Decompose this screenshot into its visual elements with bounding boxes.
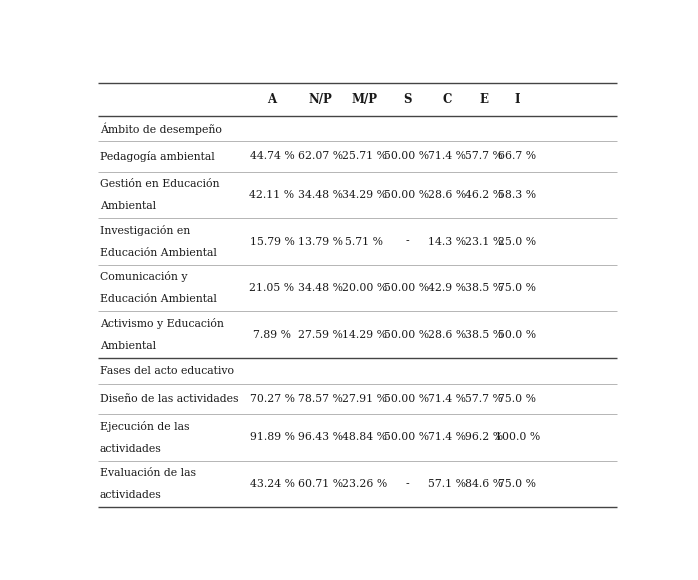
Text: 28.6 %: 28.6 %: [428, 190, 466, 200]
Text: I: I: [514, 93, 520, 106]
Text: Educación Ambiental: Educación Ambiental: [100, 248, 216, 258]
Text: 38.5 %: 38.5 %: [465, 283, 503, 293]
Text: 50.00 %: 50.00 %: [385, 330, 430, 340]
Text: 62.07 %: 62.07 %: [297, 151, 343, 161]
Text: N/P: N/P: [309, 93, 332, 106]
Text: actividades: actividades: [100, 444, 161, 454]
Text: 23.26 %: 23.26 %: [341, 479, 387, 489]
Text: 66.7 %: 66.7 %: [498, 151, 537, 161]
Text: M/P: M/P: [351, 93, 377, 106]
Text: 71.4 %: 71.4 %: [429, 151, 466, 161]
Text: 38.5 %: 38.5 %: [465, 330, 503, 340]
Text: 34.48 %: 34.48 %: [297, 283, 343, 293]
Text: 13.79 %: 13.79 %: [297, 237, 343, 246]
Text: 23.1 %: 23.1 %: [465, 237, 503, 246]
Text: 20.00 %: 20.00 %: [341, 283, 387, 293]
Text: Fases del acto educativo: Fases del acto educativo: [100, 366, 234, 376]
Text: Ambiental: Ambiental: [100, 341, 156, 351]
Text: 75.0 %: 75.0 %: [498, 479, 537, 489]
Text: Ambiental: Ambiental: [100, 201, 156, 211]
Text: Gestión en Educación: Gestión en Educación: [100, 179, 219, 188]
Text: 50.00 %: 50.00 %: [385, 394, 430, 404]
Text: 84.6 %: 84.6 %: [465, 479, 503, 489]
Text: actividades: actividades: [100, 490, 161, 500]
Text: 78.57 %: 78.57 %: [297, 394, 343, 404]
Text: 71.4 %: 71.4 %: [429, 432, 466, 443]
Text: Ejecución de las: Ejecución de las: [100, 420, 189, 432]
Text: 7.89 %: 7.89 %: [253, 330, 291, 340]
Text: 14.29 %: 14.29 %: [342, 330, 387, 340]
Text: 96.43 %: 96.43 %: [297, 432, 343, 443]
Text: 34.29 %: 34.29 %: [342, 190, 387, 200]
Text: 44.74 %: 44.74 %: [250, 151, 295, 161]
Text: Educación Ambiental: Educación Ambiental: [100, 294, 216, 304]
Text: Pedagogía ambiental: Pedagogía ambiental: [100, 151, 214, 162]
Text: 48.84 %: 48.84 %: [342, 432, 387, 443]
Text: Diseño de las actividades: Diseño de las actividades: [100, 394, 238, 404]
Text: Investigación en: Investigación en: [100, 225, 190, 236]
Text: -: -: [406, 237, 409, 246]
Text: 50.00 %: 50.00 %: [385, 283, 430, 293]
Text: 5.71 %: 5.71 %: [346, 237, 383, 246]
Text: 50.0 %: 50.0 %: [498, 330, 537, 340]
Text: 34.48 %: 34.48 %: [297, 190, 343, 200]
Text: 50.00 %: 50.00 %: [385, 151, 430, 161]
Text: 21.05 %: 21.05 %: [249, 283, 295, 293]
Text: 57.1 %: 57.1 %: [429, 479, 466, 489]
Text: 100.0 %: 100.0 %: [495, 432, 540, 443]
Text: 42.11 %: 42.11 %: [249, 190, 295, 200]
Text: 57.7 %: 57.7 %: [465, 151, 503, 161]
Text: E: E: [479, 93, 488, 106]
Text: 50.00 %: 50.00 %: [385, 432, 430, 443]
Text: 15.79 %: 15.79 %: [250, 237, 295, 246]
Text: 28.6 %: 28.6 %: [428, 330, 466, 340]
Text: Activismo y Educación: Activismo y Educación: [100, 318, 223, 329]
Text: 14.3 %: 14.3 %: [429, 237, 466, 246]
Text: 75.0 %: 75.0 %: [498, 283, 537, 293]
Text: 71.4 %: 71.4 %: [429, 394, 466, 404]
Text: -: -: [406, 479, 409, 489]
Text: 70.27 %: 70.27 %: [250, 394, 295, 404]
Text: 43.24 %: 43.24 %: [250, 479, 295, 489]
Text: 50.00 %: 50.00 %: [385, 190, 430, 200]
Text: 25.0 %: 25.0 %: [498, 237, 537, 246]
Text: A: A: [267, 93, 276, 106]
Text: Comunicación y: Comunicación y: [100, 271, 187, 282]
Text: 75.0 %: 75.0 %: [498, 394, 537, 404]
Text: 42.9 %: 42.9 %: [429, 283, 466, 293]
Text: 58.3 %: 58.3 %: [498, 190, 537, 200]
Text: Evaluación de las: Evaluación de las: [100, 467, 195, 478]
Text: 60.71 %: 60.71 %: [297, 479, 343, 489]
Text: 27.91 %: 27.91 %: [342, 394, 387, 404]
Text: Ámbito de desempeño: Ámbito de desempeño: [100, 122, 221, 135]
Text: S: S: [403, 93, 411, 106]
Text: 27.59 %: 27.59 %: [297, 330, 343, 340]
Text: 25.71 %: 25.71 %: [342, 151, 387, 161]
Text: C: C: [443, 93, 452, 106]
Text: 57.7 %: 57.7 %: [465, 394, 503, 404]
Text: 46.2 %: 46.2 %: [465, 190, 503, 200]
Text: 91.89 %: 91.89 %: [250, 432, 295, 443]
Text: 96.2 %: 96.2 %: [465, 432, 503, 443]
